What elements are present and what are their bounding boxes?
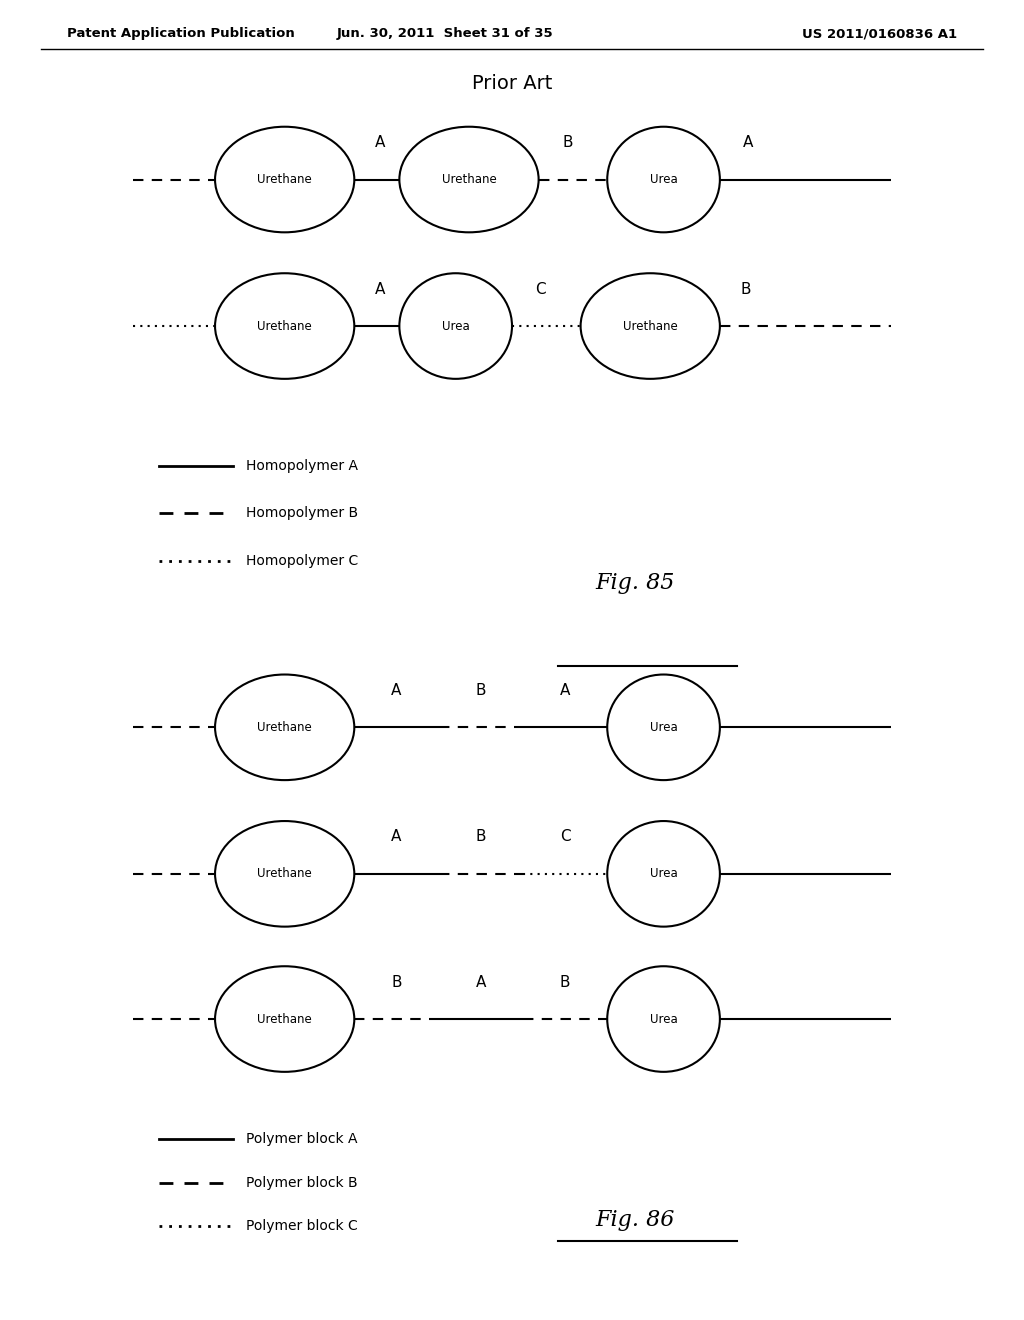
Text: Urethane: Urethane	[623, 319, 678, 333]
Text: B: B	[391, 974, 401, 990]
Ellipse shape	[215, 966, 354, 1072]
Text: A: A	[375, 135, 385, 150]
Text: Fig. 85: Fig. 85	[595, 573, 675, 594]
Ellipse shape	[215, 821, 354, 927]
Text: C: C	[560, 829, 570, 845]
Text: Polymer block A: Polymer block A	[246, 1133, 357, 1146]
Text: A: A	[375, 281, 385, 297]
Ellipse shape	[607, 675, 720, 780]
Text: Homopolymer C: Homopolymer C	[246, 554, 358, 568]
Text: Urea: Urea	[649, 721, 678, 734]
Text: A: A	[743, 135, 754, 150]
Ellipse shape	[607, 127, 720, 232]
Text: US 2011/0160836 A1: US 2011/0160836 A1	[803, 28, 957, 40]
Text: Prior Art: Prior Art	[472, 74, 552, 92]
Text: Urethane: Urethane	[257, 867, 312, 880]
Text: Homopolymer A: Homopolymer A	[246, 459, 357, 473]
Ellipse shape	[215, 273, 354, 379]
Text: B: B	[562, 135, 572, 150]
Text: Patent Application Publication: Patent Application Publication	[67, 28, 294, 40]
Text: B: B	[475, 682, 486, 698]
Ellipse shape	[607, 966, 720, 1072]
Text: Urethane: Urethane	[441, 173, 497, 186]
Text: Urethane: Urethane	[257, 1012, 312, 1026]
Text: Jun. 30, 2011  Sheet 31 of 35: Jun. 30, 2011 Sheet 31 of 35	[337, 28, 554, 40]
Ellipse shape	[399, 273, 512, 379]
Text: B: B	[475, 829, 486, 845]
Text: C: C	[536, 281, 546, 297]
Text: Urea: Urea	[649, 173, 678, 186]
Text: Polymer block B: Polymer block B	[246, 1176, 357, 1189]
Ellipse shape	[399, 127, 539, 232]
Ellipse shape	[215, 127, 354, 232]
Text: Polymer block C: Polymer block C	[246, 1220, 357, 1233]
Ellipse shape	[607, 821, 720, 927]
Text: A: A	[391, 829, 401, 845]
Text: Urethane: Urethane	[257, 319, 312, 333]
Text: Urethane: Urethane	[257, 721, 312, 734]
Text: Urea: Urea	[441, 319, 470, 333]
Ellipse shape	[215, 675, 354, 780]
Text: A: A	[560, 682, 570, 698]
Text: Urethane: Urethane	[257, 173, 312, 186]
Text: Urea: Urea	[649, 1012, 678, 1026]
Text: Fig. 86: Fig. 86	[595, 1209, 675, 1230]
Text: B: B	[740, 281, 751, 297]
Text: Homopolymer B: Homopolymer B	[246, 507, 357, 520]
Ellipse shape	[581, 273, 720, 379]
Text: A: A	[391, 682, 401, 698]
Text: A: A	[475, 974, 486, 990]
Text: Urea: Urea	[649, 867, 678, 880]
Text: B: B	[560, 974, 570, 990]
